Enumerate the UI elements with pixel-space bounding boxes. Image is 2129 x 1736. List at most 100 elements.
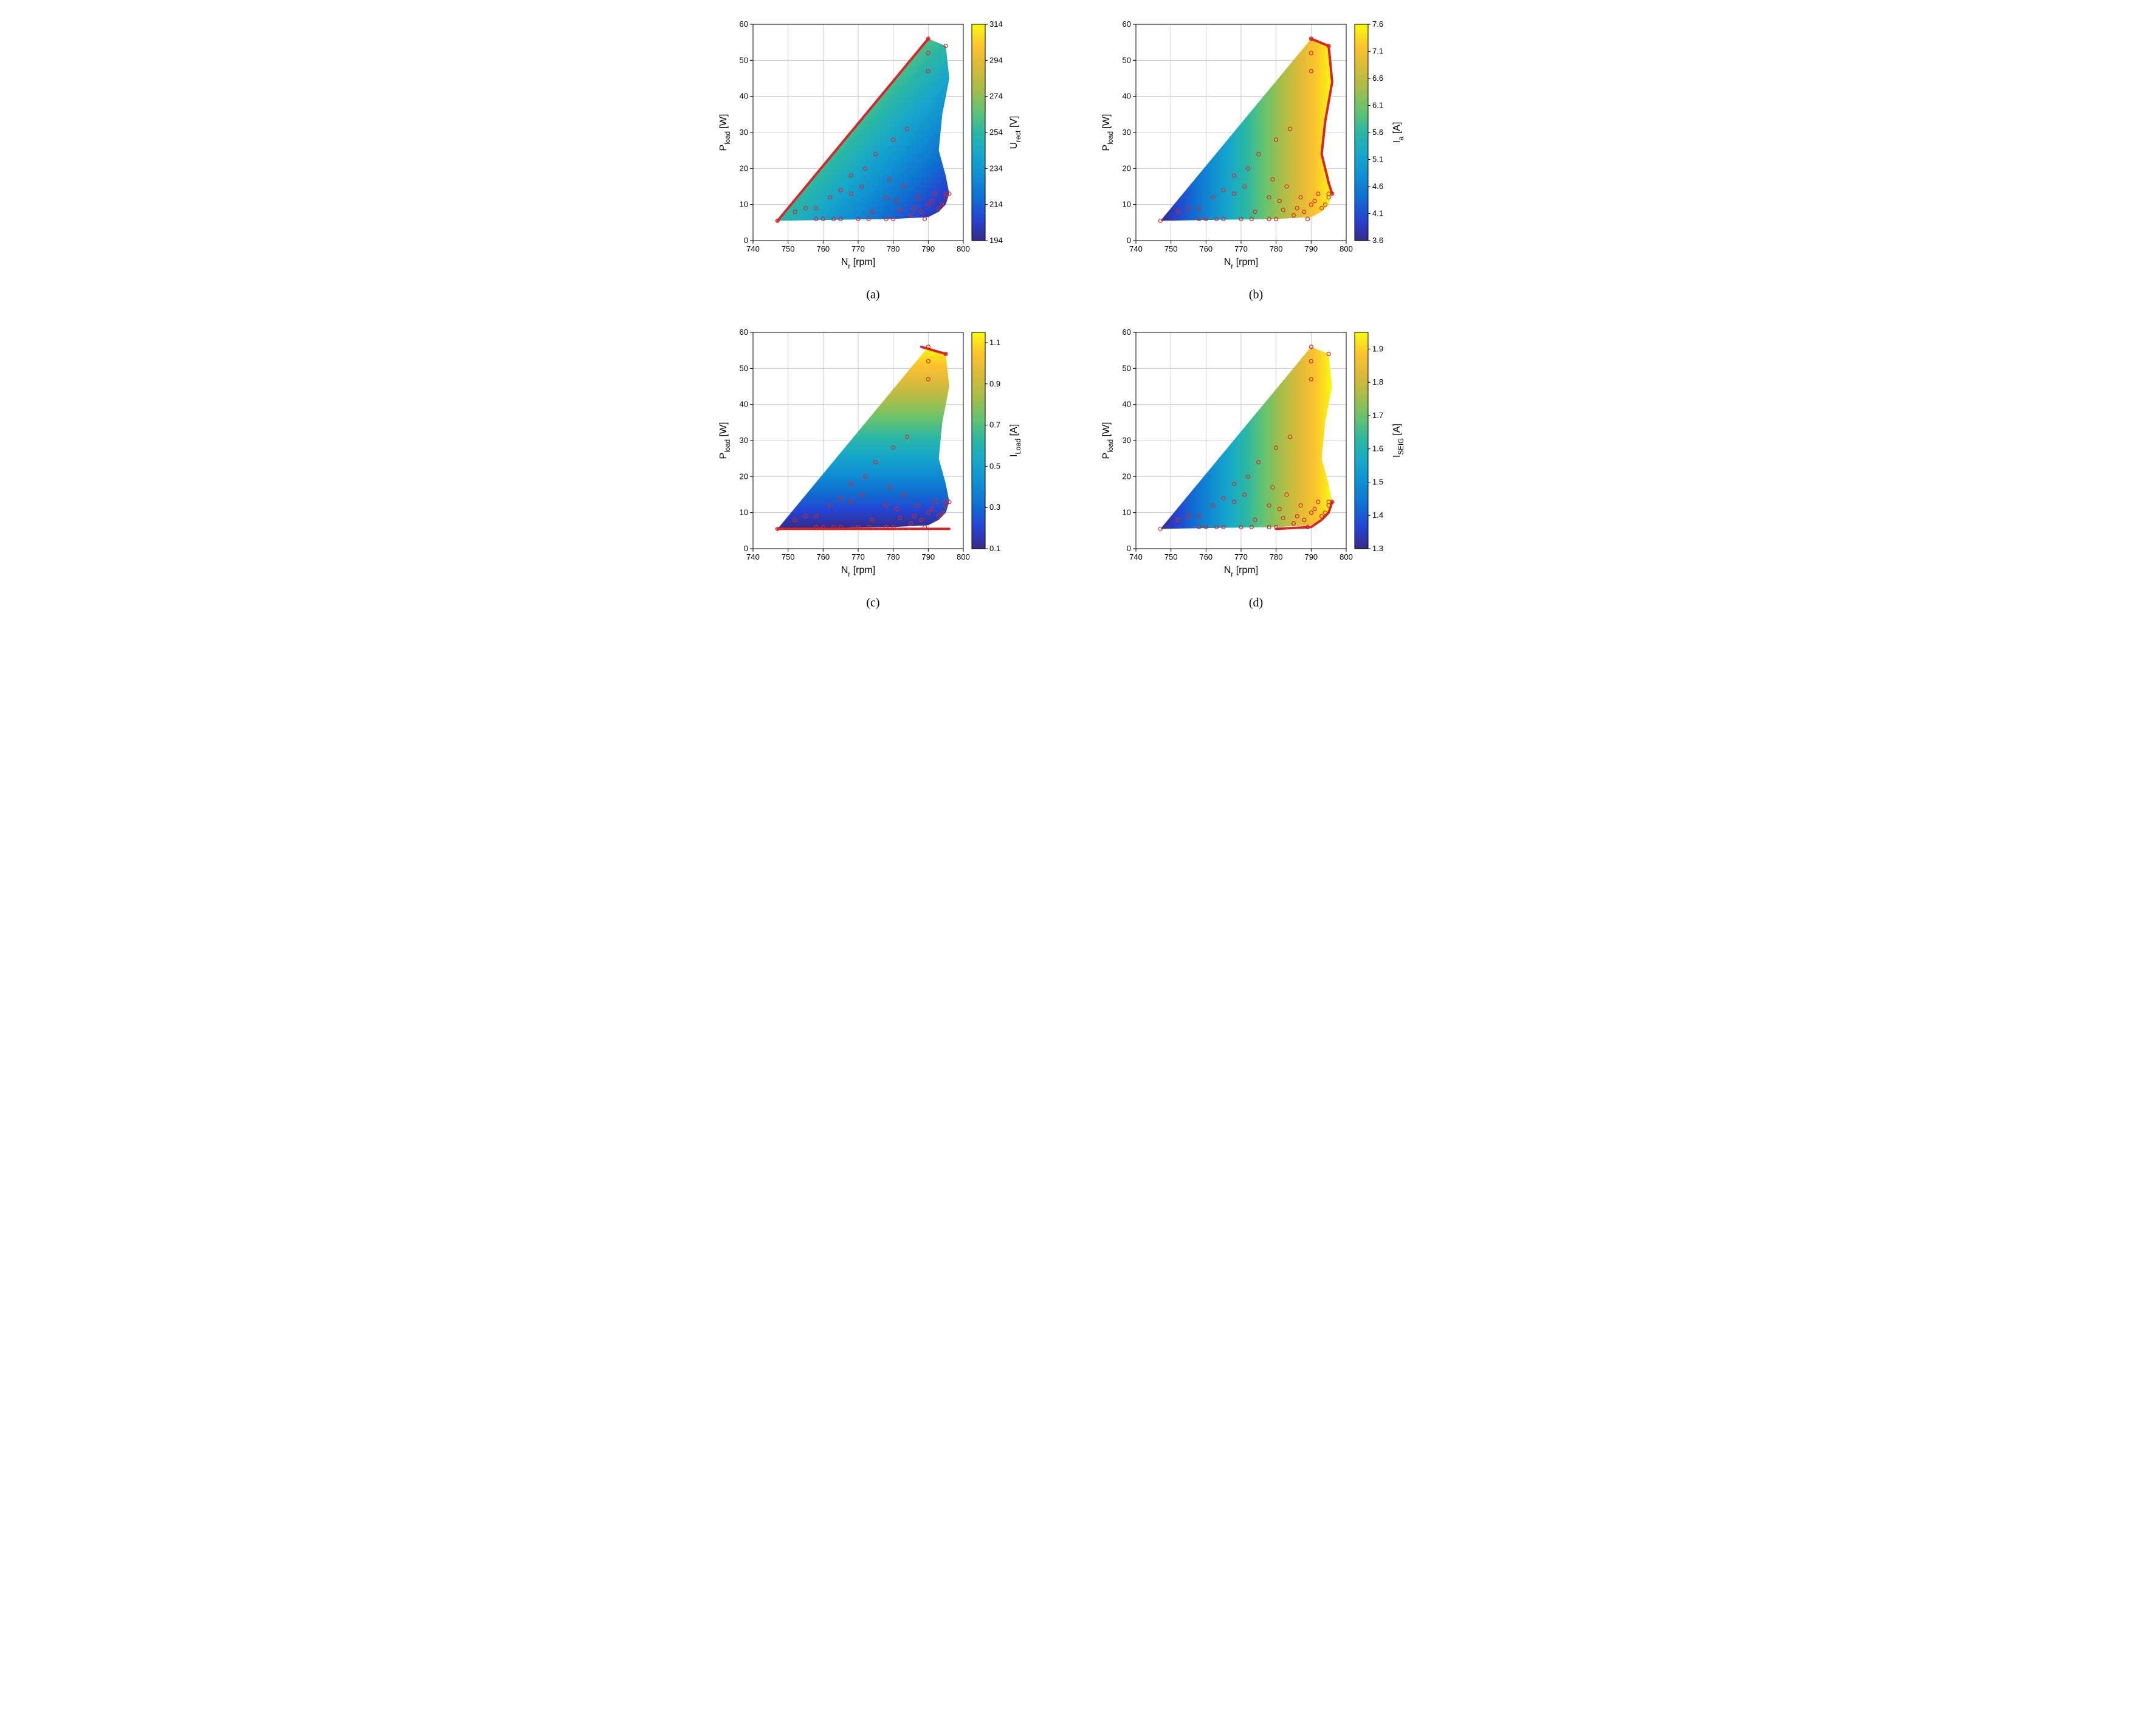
svg-text:1.5: 1.5 [1372, 477, 1383, 486]
colorbar [1355, 332, 1368, 549]
svg-text:60: 60 [1122, 19, 1130, 29]
svg-text:800: 800 [1340, 244, 1353, 253]
svg-text:790: 790 [921, 244, 935, 253]
svg-text:750: 750 [781, 552, 794, 561]
svg-text:4.1: 4.1 [1372, 209, 1383, 218]
svg-text:1.4: 1.4 [1372, 510, 1383, 520]
svg-text:750: 750 [1164, 244, 1177, 253]
svg-text:0.5: 0.5 [989, 461, 1000, 470]
chart-a: 7407507607707807908000102030405060Nr [rp… [715, 18, 1031, 273]
svg-text:790: 790 [1304, 244, 1318, 253]
panel-d: 7407507607707807908000102030405060Nr [rp… [1083, 326, 1429, 610]
svg-text:760: 760 [1199, 244, 1212, 253]
svg-text:7.6: 7.6 [1372, 19, 1383, 29]
svg-text:5.6: 5.6 [1372, 128, 1383, 137]
chart-c: 7407507607707807908000102030405060Nr [rp… [715, 326, 1031, 582]
svg-text:60: 60 [739, 328, 748, 337]
svg-text:780: 780 [886, 244, 899, 253]
panel-c: 7407507607707807908000102030405060Nr [rp… [700, 326, 1047, 610]
svg-text:0.3: 0.3 [989, 503, 1000, 512]
svg-text:750: 750 [781, 244, 794, 253]
svg-text:4.6: 4.6 [1372, 182, 1383, 191]
svg-text:20: 20 [739, 472, 748, 481]
svg-text:1.8: 1.8 [1372, 377, 1383, 386]
svg-text:10: 10 [739, 508, 748, 517]
svg-text:5.1: 5.1 [1372, 155, 1383, 164]
x-axis-label: Nr [rpm] [841, 565, 875, 578]
svg-text:40: 40 [739, 400, 748, 409]
y-axis-label: Pload [W] [1101, 114, 1115, 151]
svg-text:800: 800 [957, 244, 970, 253]
svg-text:40: 40 [739, 92, 748, 101]
colorbar-label: Urect [V] [1009, 116, 1022, 149]
svg-text:50: 50 [739, 55, 748, 64]
svg-text:20: 20 [739, 163, 748, 173]
panel-a: 7407507607707807908000102030405060Nr [rp… [700, 18, 1047, 302]
caption-b: (b) [1249, 288, 1263, 302]
colorbar-label: ILoad [A] [1009, 424, 1022, 457]
svg-text:1.9: 1.9 [1372, 344, 1383, 353]
svg-text:1.1: 1.1 [989, 338, 1000, 347]
y-axis-label: Pload [W] [1101, 422, 1115, 459]
svg-text:7.1: 7.1 [1372, 47, 1383, 56]
svg-text:0: 0 [743, 544, 748, 553]
svg-text:800: 800 [1340, 552, 1353, 561]
svg-text:314: 314 [989, 19, 1003, 29]
svg-text:770: 770 [851, 552, 865, 561]
x-axis-label: Nr [rpm] [1223, 565, 1257, 578]
svg-text:750: 750 [1164, 552, 1177, 561]
x-axis-label: Nr [rpm] [1223, 257, 1257, 270]
y-axis-label: Pload [W] [718, 422, 732, 459]
svg-text:0.1: 0.1 [989, 544, 1000, 553]
svg-text:0: 0 [743, 236, 748, 245]
svg-text:0: 0 [1126, 544, 1130, 553]
svg-text:780: 780 [1269, 552, 1282, 561]
colorbar [972, 332, 985, 549]
caption-a: (a) [866, 288, 879, 302]
plot-svg: 7407507607707807908000102030405060Nr [rp… [1098, 326, 1414, 582]
svg-text:10: 10 [739, 200, 748, 209]
svg-text:0.7: 0.7 [989, 420, 1000, 430]
svg-text:30: 30 [739, 128, 748, 137]
svg-text:214: 214 [989, 200, 1003, 209]
svg-text:770: 770 [851, 244, 865, 253]
svg-text:60: 60 [1122, 328, 1130, 337]
svg-text:760: 760 [1199, 552, 1212, 561]
svg-text:6.6: 6.6 [1372, 74, 1383, 83]
panel-b: 7407507607707807908000102030405060Nr [rp… [1083, 18, 1429, 302]
svg-text:40: 40 [1122, 92, 1130, 101]
colorbar-label: ISEIG [A] [1392, 424, 1405, 458]
svg-text:254: 254 [989, 128, 1003, 137]
svg-text:10: 10 [1122, 508, 1130, 517]
svg-text:790: 790 [921, 552, 935, 561]
colorbar [1355, 24, 1368, 241]
svg-text:740: 740 [1129, 244, 1143, 253]
svg-text:50: 50 [1122, 363, 1130, 372]
svg-text:20: 20 [1122, 472, 1130, 481]
svg-text:30: 30 [739, 436, 748, 445]
svg-text:780: 780 [886, 552, 899, 561]
svg-text:780: 780 [1269, 244, 1282, 253]
svg-text:740: 740 [746, 552, 760, 561]
svg-text:274: 274 [989, 92, 1003, 101]
svg-text:50: 50 [1122, 55, 1130, 64]
figure-grid: 740 750 760 770 780 790 800 0 10 20 30 40 50 60 Nr [rp… [700, 18, 1429, 610]
svg-text:3.6: 3.6 [1372, 236, 1383, 245]
y-axis-label: Pload [W] [718, 114, 732, 151]
plot-svg: 7407507607707807908000102030405060Nr [rp… [1098, 18, 1414, 273]
svg-text:740: 740 [1129, 552, 1143, 561]
chart-d: 7407507607707807908000102030405060Nr [rp… [1098, 326, 1414, 582]
x-axis-label: Nr [rpm] [841, 257, 875, 270]
svg-text:40: 40 [1122, 400, 1130, 409]
svg-text:30: 30 [1122, 436, 1130, 445]
svg-text:760: 760 [816, 244, 830, 253]
svg-text:770: 770 [1234, 244, 1248, 253]
plot-svg: 7407507607707807908000102030405060Nr [rp… [715, 18, 1031, 273]
caption-d: (d) [1249, 596, 1263, 610]
svg-text:0: 0 [1126, 236, 1130, 245]
svg-text:0.9: 0.9 [989, 379, 1000, 388]
svg-text:294: 294 [989, 55, 1003, 64]
svg-text:1.3: 1.3 [1372, 544, 1383, 553]
chart-b: 7407507607707807908000102030405060Nr [rp… [1098, 18, 1414, 273]
svg-text:790: 790 [1304, 552, 1318, 561]
